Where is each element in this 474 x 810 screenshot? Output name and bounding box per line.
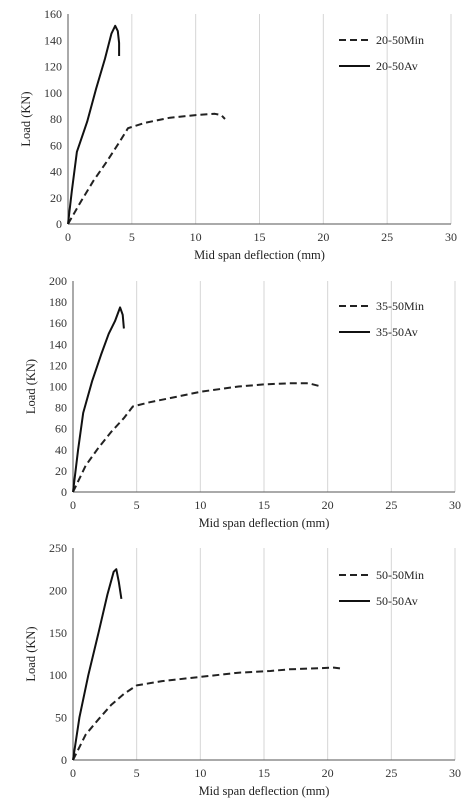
series-line-20-50min xyxy=(67,112,226,225)
x-axis-title: Mid span deflection (mm) xyxy=(194,248,325,262)
x-tick-label: 0 xyxy=(70,766,76,780)
y-tick-label: 100 xyxy=(49,380,67,394)
y-tick-label: 0 xyxy=(56,217,62,231)
legend-label: 20-50Min xyxy=(376,33,424,47)
y-tick-label: 50 xyxy=(55,711,67,725)
x-tick-label: 25 xyxy=(381,230,393,244)
x-tick-label: 5 xyxy=(134,498,140,512)
legend-label: 50-50Min xyxy=(376,568,424,582)
legend-label: 50-50Av xyxy=(376,594,418,608)
series-line-50-50min xyxy=(72,666,341,761)
y-tick-label: 60 xyxy=(50,138,62,152)
x-tick-label: 30 xyxy=(449,498,461,512)
y-tick-label: 40 xyxy=(55,443,67,457)
legend-label: 20-50Av xyxy=(376,59,418,73)
x-tick-label: 15 xyxy=(254,230,266,244)
y-tick-label: 60 xyxy=(55,422,67,436)
y-tick-label: 160 xyxy=(49,316,67,330)
chart-panel-2: 0 20 40 60 80 100 120 140 160 180 200 0 5 10 15 20 25 30 M… xyxy=(24,274,461,530)
y-tick-label: 200 xyxy=(49,583,67,597)
x-tick-label: 5 xyxy=(134,766,140,780)
x-tick-label: 30 xyxy=(445,230,457,244)
y-tick-label: 0 xyxy=(61,753,67,767)
y-tick-label: 140 xyxy=(49,337,67,351)
y-tick-label: 200 xyxy=(49,274,67,288)
legend-label: 35-50Min xyxy=(376,299,424,313)
chart-panel-3: 0 50 100 150 200 250 0 5 10 15 20 25 30 Mid span defl… xyxy=(24,541,461,798)
x-tick-label: 20 xyxy=(322,498,334,512)
series-line-35-50av xyxy=(72,306,125,493)
x-tick-label: 0 xyxy=(65,230,71,244)
x-tick-label: 30 xyxy=(449,766,461,780)
y-tick-label: 20 xyxy=(50,191,62,205)
x-tick-label: 10 xyxy=(190,230,202,244)
y-tick-label: 120 xyxy=(44,60,62,74)
chart-panel-1: 0 20 40 60 80 100 120 140 160 0 5 10 15 20 25 30 Mid spa… xyxy=(19,7,457,262)
y-tick-label: 140 xyxy=(44,33,62,47)
x-tick-label: 20 xyxy=(322,766,334,780)
y-tick-label: 180 xyxy=(49,295,67,309)
x-tick-label: 10 xyxy=(194,498,206,512)
y-tick-label: 0 xyxy=(61,485,67,499)
y-axis-title: Load (KN) xyxy=(24,626,38,681)
x-tick-label: 10 xyxy=(194,766,206,780)
series-line-50-50av xyxy=(72,568,123,761)
legend-label: 35-50Av xyxy=(376,325,418,339)
y-tick-label: 100 xyxy=(49,668,67,682)
y-axis-title: Load (KN) xyxy=(19,91,33,146)
y-tick-label: 120 xyxy=(49,358,67,372)
x-tick-label: 15 xyxy=(258,498,270,512)
x-tick-label: 25 xyxy=(385,766,397,780)
x-tick-label: 0 xyxy=(70,498,76,512)
y-tick-label: 40 xyxy=(50,165,62,179)
x-axis-title: Mid span deflection (mm) xyxy=(199,784,330,798)
y-tick-label: 20 xyxy=(55,464,67,478)
y-tick-label: 100 xyxy=(44,86,62,100)
x-axis-title: Mid span deflection (mm) xyxy=(199,516,330,530)
x-tick-label: 15 xyxy=(258,766,270,780)
x-tick-label: 25 xyxy=(385,498,397,512)
y-tick-label: 150 xyxy=(49,626,67,640)
y-tick-label: 80 xyxy=(50,112,62,126)
y-tick-label: 250 xyxy=(49,541,67,555)
series-line-20-50av xyxy=(67,24,121,225)
y-tick-label: 160 xyxy=(44,7,62,21)
y-axis-title: Load (KN) xyxy=(24,359,38,414)
x-tick-label: 20 xyxy=(317,230,329,244)
y-tick-label: 80 xyxy=(55,401,67,415)
x-tick-label: 5 xyxy=(129,230,135,244)
series-line-35-50min xyxy=(72,382,322,493)
